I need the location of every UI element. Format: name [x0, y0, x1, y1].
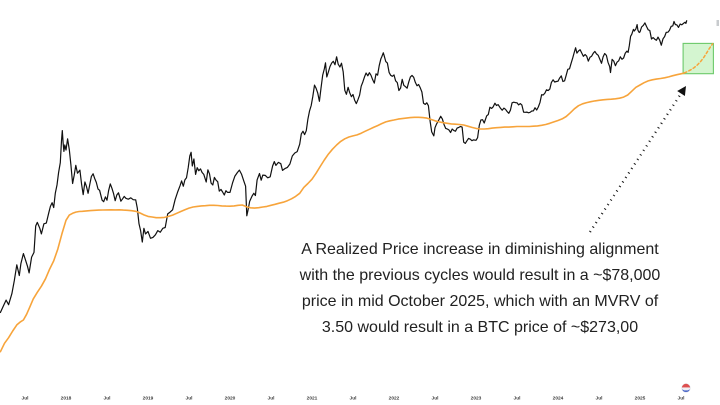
- x-tick-label: 2025: [635, 396, 646, 402]
- arrow-head: [677, 86, 686, 96]
- dotted-arrow-shaft: [589, 92, 683, 233]
- chart-annotation-text: A Realized Price increase in diminishing…: [247, 237, 713, 341]
- globe-logo-icon: [681, 383, 691, 393]
- x-tick-label: Jul: [432, 396, 439, 402]
- x-tick-label: Jul: [678, 396, 685, 402]
- x-tick-label: 2018: [61, 396, 72, 402]
- x-tick-label: Jul: [514, 396, 521, 402]
- x-tick-label: 2020: [225, 396, 236, 402]
- x-tick-label: Jul: [268, 396, 275, 402]
- projection-highlight-box: [682, 42, 714, 75]
- series-layer: [0, 20, 714, 353]
- btc-price-line: [0, 20, 688, 314]
- annotation-line-2: with the previous cycles would result in…: [299, 267, 661, 284]
- x-axis-labels: Jul 2018 Jul 2019 Jul 2020 Jul 2021 Jul 2022 Jul 20…: [22, 396, 685, 402]
- x-tick-label: 2021: [307, 396, 318, 402]
- x-tick-label: 2019: [143, 396, 154, 402]
- x-tick-label: Jul: [596, 396, 603, 402]
- annotation-line-4: 3.50 would result in a BTC price of ~$27…: [321, 319, 639, 336]
- x-tick-label: Jul: [186, 396, 193, 402]
- cropped-edge-mark: [716, 20, 719, 26]
- x-tick-label: 2023: [471, 396, 482, 402]
- annotation-line-3: price in mid October 2025, which with an…: [301, 293, 659, 310]
- x-tick-label: Jul: [350, 396, 357, 402]
- annotation-line-1: A Realized Price increase in diminishing…: [301, 241, 659, 258]
- x-tick-label: 2022: [389, 396, 400, 402]
- realized-price-projection-dashed: [683, 43, 714, 74]
- x-tick-label: Jul: [22, 396, 29, 402]
- x-tick-label: Jul: [104, 396, 111, 402]
- projection-highlight-layer: [682, 42, 714, 75]
- realized-price-line: [0, 72, 686, 353]
- x-tick-label: 2024: [553, 396, 564, 402]
- annotation-arrow-layer: [589, 86, 686, 233]
